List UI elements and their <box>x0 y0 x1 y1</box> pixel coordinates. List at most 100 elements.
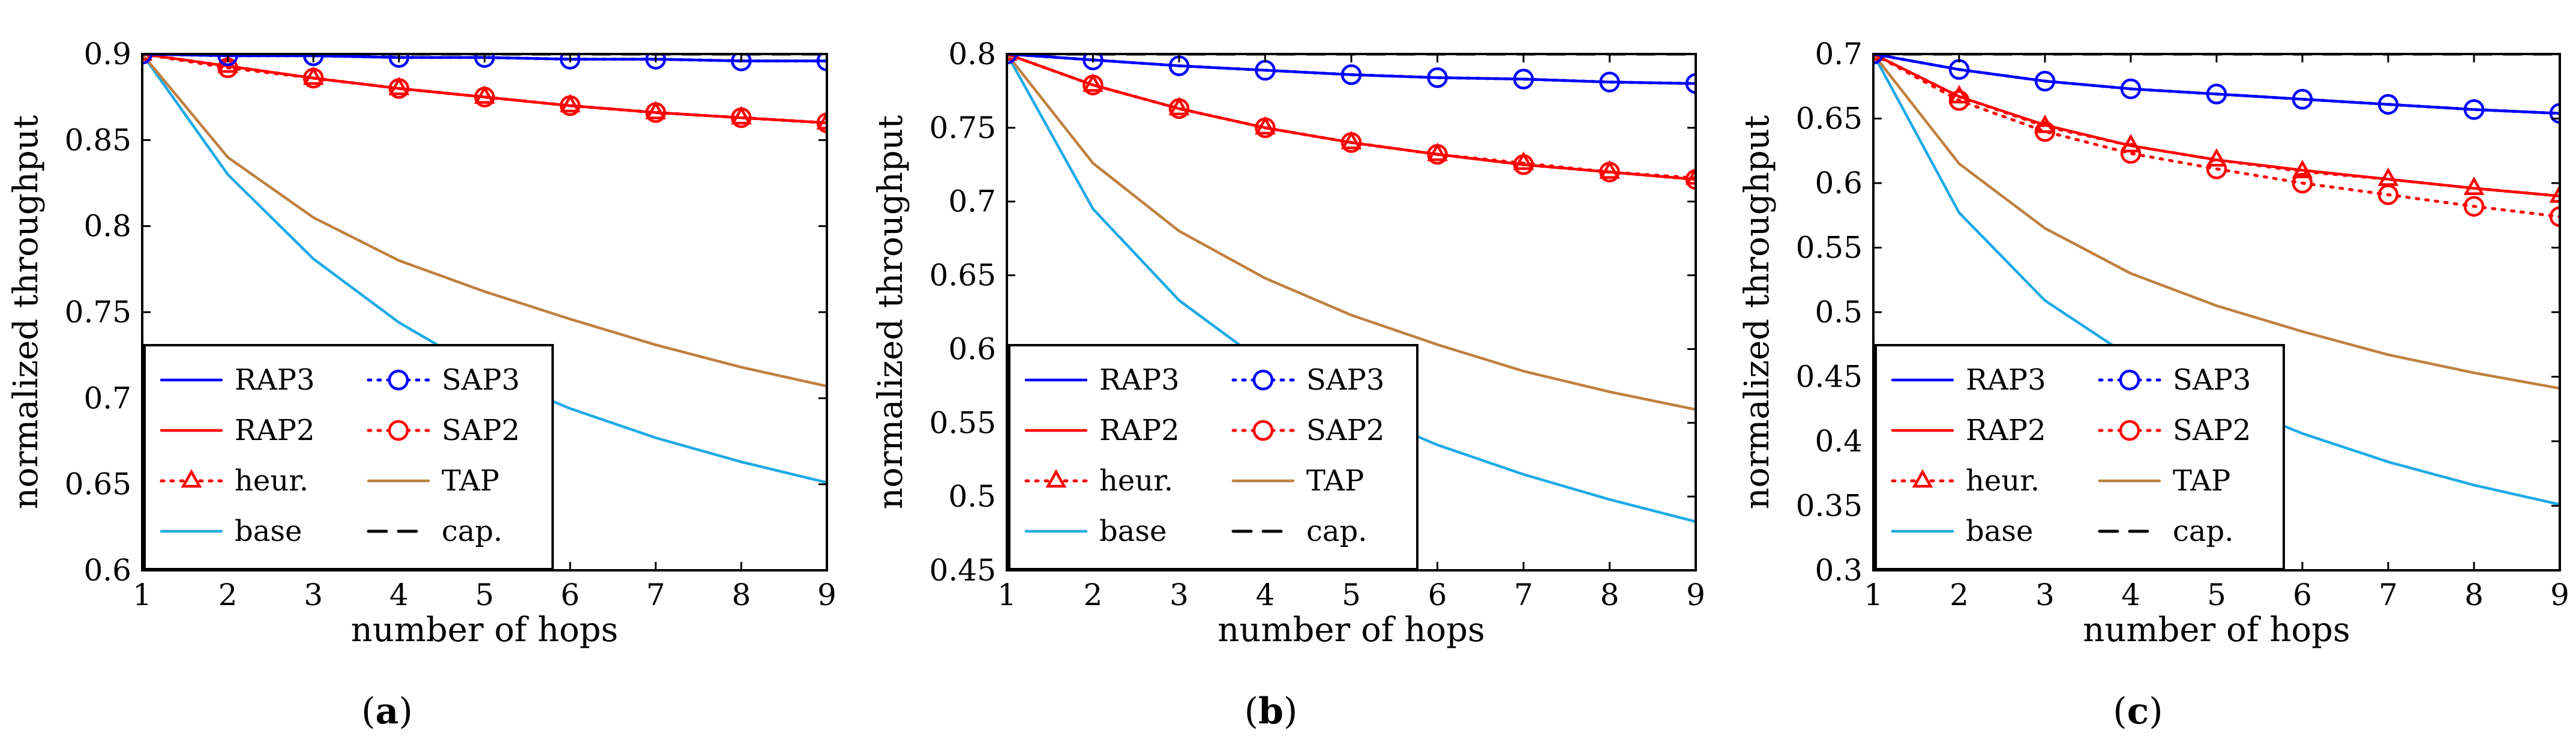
legend-marker-heur <box>1045 469 1067 488</box>
y-tick-label: 0.5 <box>948 479 996 514</box>
data-point-heur <box>474 85 495 104</box>
legend-label-RAP2: RAP2 <box>1966 414 2046 447</box>
data-point-heur <box>2463 176 2485 195</box>
series-line-TAP <box>1873 54 2560 390</box>
panel-caption-letter: c <box>2127 690 2149 732</box>
data-point-heur <box>559 94 581 113</box>
legend-label-TAP: TAP <box>1306 464 1364 498</box>
y-tick-label: 0.6 <box>948 331 996 366</box>
x-tick-label: 7 <box>646 578 665 612</box>
series-line-heur <box>1873 54 2560 198</box>
series-line-RAP2 <box>142 54 827 124</box>
x-tick-label: 4 <box>389 578 409 612</box>
legend-label-SAP3: SAP3 <box>1306 363 1384 397</box>
y-tick-label: 0.55 <box>929 405 996 440</box>
panel-caption: (b) <box>1244 690 1298 732</box>
x-tick-label: 6 <box>2293 578 2312 612</box>
x-axis-title: number of hops <box>2083 611 2350 650</box>
legend-label-base: base <box>1966 514 2033 548</box>
y-tick-label: 0.6 <box>1815 166 1863 201</box>
x-tick-label: 5 <box>475 578 494 612</box>
y-tick-label: 0.65 <box>929 258 996 293</box>
y-tick-label: 0.7 <box>1815 37 1863 71</box>
y-tick-label: 0.9 <box>83 37 131 71</box>
legend-label-RAP3: RAP3 <box>1966 363 2046 397</box>
legend-marker-heur <box>1912 469 1933 488</box>
x-tick-label: 2 <box>1950 578 1969 612</box>
y-tick-label: 0.7 <box>83 381 131 415</box>
y-axis-title: normalized throughput <box>1738 115 1777 509</box>
legend-label-RAP2: RAP2 <box>1099 414 1180 447</box>
legend-label-SAP2: SAP2 <box>442 414 520 447</box>
legend-label-base: base <box>235 514 302 548</box>
y-tick-label: 0.35 <box>1796 489 1863 523</box>
x-tick-label: 9 <box>817 578 836 612</box>
legend-label-TAP: TAP <box>2173 464 2230 498</box>
data-point-heur <box>2549 184 2560 203</box>
data-point-SAP2 <box>2463 196 2485 217</box>
x-tick-label: 6 <box>560 578 580 612</box>
x-tick-label: 9 <box>1686 578 1705 612</box>
x-tick-label: 8 <box>731 578 751 612</box>
legend-label-heur: heur. <box>1966 464 2040 498</box>
x-tick-label: 8 <box>2464 578 2484 612</box>
legend: RAP3 SAP3 RAP2 SAP2 heur. TAP base cap. <box>1008 344 1419 570</box>
y-tick-label: 0.45 <box>929 553 996 588</box>
panel-caption: (a) <box>361 690 413 732</box>
chart-panel-c: 1 2 3 4 5 6 7 8 9 0.3 0.35 0.4 0.45 0.5 0.55 0.6 0.65 0.7… <box>1738 37 2569 732</box>
y-axis-title: normalized throughput <box>7 115 46 509</box>
x-tick-label: 2 <box>1084 578 1103 612</box>
legend-marker-SAP2 <box>388 420 409 441</box>
series-line-RAP2 <box>1873 54 2560 198</box>
x-tick-label: 1 <box>133 578 152 612</box>
x-tick-label: 8 <box>1600 578 1620 612</box>
legend-label-SAP2: SAP2 <box>2173 414 2251 447</box>
y-tick-label: 0.4 <box>1815 424 1863 459</box>
legend-label-cap: cap. <box>1306 514 1367 548</box>
x-tick-label: 3 <box>304 578 323 612</box>
x-tick-label: 3 <box>1169 578 1189 612</box>
y-tick-label: 0.85 <box>65 122 131 157</box>
y-axis-title: normalized throughput <box>871 115 910 509</box>
data-point-SAP2 <box>1255 117 1276 139</box>
data-point-SAP2 <box>2034 121 2056 142</box>
y-tick-label: 0.65 <box>1796 101 1863 136</box>
data-point-heur <box>816 111 827 130</box>
legend-label-SAP2: SAP2 <box>1306 414 1384 447</box>
x-axis-title: number of hops <box>1217 611 1485 650</box>
legend: RAP3 SAP3 RAP2 SAP2 heur. TAP base cap. <box>1875 344 2285 570</box>
panel-caption: (c) <box>2113 690 2163 732</box>
x-tick-label: 4 <box>1256 578 1275 612</box>
legend-label-cap: cap. <box>442 514 502 548</box>
y-tick-label: 0.65 <box>65 467 131 502</box>
series-line-RAP3 <box>1873 54 2560 115</box>
series-line-TAP <box>142 54 827 388</box>
legend-marker-SAP3 <box>2119 369 2140 391</box>
y-tick-label: 0.6 <box>83 553 131 588</box>
series-line-SAP2 <box>1873 54 2560 219</box>
chart-panel-a: 1 2 3 4 5 6 7 8 9 0.6 0.65 0.7 0.75 0.8 0.85 0.9 number … <box>7 37 836 732</box>
x-tick-label: 1 <box>1864 578 1883 612</box>
legend-marker-SAP3 <box>1252 369 1274 391</box>
legend: RAP3 SAP3 RAP2 SAP2 heur. TAP base cap. <box>143 344 554 570</box>
x-tick-label: 4 <box>2121 578 2140 612</box>
x-axis-title: number of hops <box>351 611 618 650</box>
y-tick-label: 0.55 <box>1796 231 1863 265</box>
series-line-RAP3 <box>1007 54 1696 85</box>
legend-marker-SAP3 <box>388 369 409 391</box>
x-tick-label: 1 <box>997 578 1016 612</box>
chart-panel-b: 1 2 3 4 5 6 7 8 9 0.45 0.5 0.55 0.6 0.65 0.7 0.75 0.8 num… <box>871 37 1705 732</box>
data-point-heur <box>731 106 752 125</box>
y-tick-label: 0.3 <box>1815 553 1863 588</box>
data-point-heur <box>1599 160 1620 179</box>
data-point-SAP2 <box>2549 206 2560 228</box>
data-point-SAP2 <box>2377 184 2399 205</box>
data-point-SAP2 <box>1168 98 1190 119</box>
legend-label-cap: cap. <box>2173 514 2233 548</box>
series-line-RAP2 <box>1007 54 1696 181</box>
legend-label-SAP3: SAP3 <box>442 363 520 397</box>
legend-label-RAP3: RAP3 <box>235 363 315 397</box>
x-tick-label: 9 <box>2550 578 2569 612</box>
y-tick-label: 0.5 <box>1815 295 1863 330</box>
